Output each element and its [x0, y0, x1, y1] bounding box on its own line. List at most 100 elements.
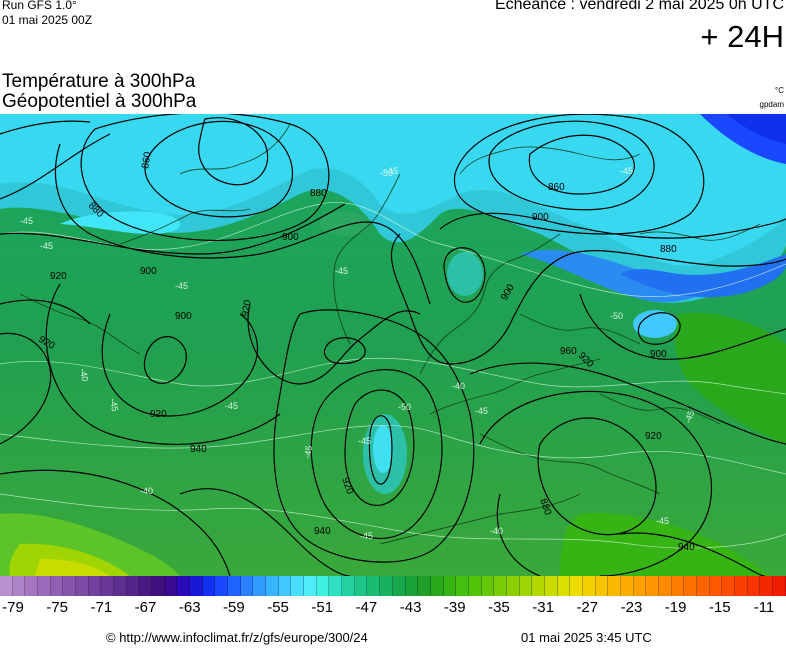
- color-scale-swatch: [443, 576, 457, 596]
- color-scale-swatch: [50, 576, 64, 596]
- color-scale-swatch: [228, 576, 241, 596]
- color-scale-swatch: [595, 576, 609, 596]
- geo-label: 920: [645, 431, 662, 442]
- color-scale-swatch: [240, 576, 254, 596]
- color-scale-swatch: [63, 576, 77, 596]
- color-scale-swatch: [519, 576, 533, 596]
- temperature-isolines: [0, 202, 786, 549]
- temperature-labels: -45 -50 -45 -40 -45 -45 -40 -45 -50 -45 …: [20, 166, 696, 541]
- color-scale-swatch: [253, 576, 267, 596]
- temp-label: -45: [475, 406, 488, 416]
- color-scale-swatch: [316, 576, 330, 596]
- temp-label: -45: [108, 398, 120, 413]
- map-title-temperature: Température à 300hPa: [2, 71, 196, 92]
- geopotential-contours: [0, 114, 786, 576]
- color-scale-swatch: [354, 576, 368, 596]
- color-scale-tick-label: -47: [355, 599, 378, 616]
- color-scale-tick-label: -79: [2, 599, 24, 616]
- color-scale-swatch: [164, 576, 178, 596]
- temp-label: -40: [452, 381, 465, 391]
- geo-label: 900: [140, 266, 157, 277]
- temp-label: -50: [380, 168, 393, 178]
- color-scale-swatch: [734, 576, 748, 596]
- geo-label: 860: [140, 151, 154, 170]
- geo-label: 900: [532, 212, 549, 223]
- color-scale-swatch: [570, 576, 583, 596]
- generation-timestamp: 01 mai 2025 3:45 UTC: [521, 630, 652, 645]
- color-scale-swatch: [392, 576, 406, 596]
- color-scale-swatch: [266, 576, 279, 596]
- color-scale-swatch: [202, 576, 216, 596]
- weather-map: 860 880 900 920 940 960 880 860 900 920 …: [0, 114, 786, 576]
- color-scale-swatch: [114, 576, 127, 596]
- color-scale-tick-label: -31: [532, 599, 554, 616]
- temp-label: -45: [385, 166, 398, 176]
- color-scale-tick-label: -67: [134, 599, 157, 616]
- source-url: © http://www.infoclimat.fr/z/gfs/europe/…: [106, 630, 368, 645]
- color-scale-swatch: [418, 576, 431, 596]
- color-scale-swatch: [329, 576, 343, 596]
- geo-label: 920: [150, 409, 167, 420]
- forecast-valid-time: Echéance : vendredi 2 mai 2025 0h UTC: [494, 0, 784, 13]
- color-scale-swatch: [709, 576, 723, 596]
- unit-temperature: °C: [775, 86, 784, 95]
- color-scale-swatch: [544, 576, 558, 596]
- color-scale-swatch: [481, 576, 495, 596]
- temp-label: -45: [656, 516, 669, 526]
- color-scale-swatch: [190, 576, 203, 596]
- color-scale-swatch: [772, 576, 786, 596]
- temp-label: -45: [335, 266, 348, 276]
- color-scale-swatch: [215, 576, 229, 596]
- color-scale-swatch: [494, 576, 507, 596]
- color-scale-swatch: [139, 576, 153, 596]
- run-label: Run GFS 1.0°: [2, 0, 77, 12]
- forecast-lead-time: + 24H: [700, 19, 784, 54]
- color-scale-swatch: [152, 576, 165, 596]
- color-scale-tick-label: -59: [223, 599, 245, 616]
- color-scale-tick-label: -11: [753, 599, 775, 616]
- color-scale-swatch: [456, 576, 469, 596]
- color-scale-swatch: [658, 576, 672, 596]
- temp-label: -45: [302, 445, 314, 460]
- color-scale-tick-label: -19: [664, 599, 687, 616]
- geo-label: 940: [190, 444, 207, 455]
- color-scale-swatch: [646, 576, 659, 596]
- color-scale-swatch: [405, 576, 419, 596]
- temp-label: -45: [225, 401, 238, 411]
- color-scale-bar: [0, 576, 786, 596]
- color-scale-swatch: [76, 576, 89, 596]
- color-scale-swatch: [608, 576, 621, 596]
- color-scale-swatch: [0, 576, 13, 596]
- color-scale-tick-label: -27: [576, 599, 599, 616]
- color-scale-swatch: [684, 576, 697, 596]
- color-scale-swatch: [722, 576, 735, 596]
- temp-label: -40: [78, 368, 90, 383]
- color-scale-swatch: [620, 576, 634, 596]
- color-scale-tick-label: -43: [399, 599, 422, 616]
- run-date: 01 mai 2025 00Z: [2, 13, 93, 27]
- color-scale-swatch: [430, 576, 444, 596]
- geo-label: 880: [660, 244, 677, 255]
- geo-label: 920: [240, 299, 254, 318]
- temp-label: -45: [682, 409, 696, 425]
- color-scale-swatch: [380, 576, 393, 596]
- color-scale-swatch: [696, 576, 710, 596]
- color-scale-tick-label: -23: [620, 599, 643, 616]
- color-scale-swatch: [38, 576, 51, 596]
- color-scale-swatch: [367, 576, 381, 596]
- temp-label: -40: [140, 486, 153, 496]
- color-scale-swatch: [291, 576, 305, 596]
- temp-label: -45: [358, 436, 371, 446]
- color-scale-swatch: [760, 576, 773, 596]
- color-scale-swatch: [582, 576, 596, 596]
- warm-air-region-south: [0, 313, 786, 576]
- color-scale-tick-label: -71: [90, 599, 113, 616]
- map-title-geopotential: Géopotentiel à 300hPa: [2, 91, 197, 112]
- temp-label: -45: [360, 531, 373, 541]
- color-scale-swatch: [126, 576, 140, 596]
- temp-label: -50: [610, 311, 623, 321]
- color-scale-swatch: [177, 576, 191, 596]
- color-scale-swatch: [557, 576, 571, 596]
- color-scale-swatch: [633, 576, 647, 596]
- color-scale-tick-label: -55: [267, 599, 289, 616]
